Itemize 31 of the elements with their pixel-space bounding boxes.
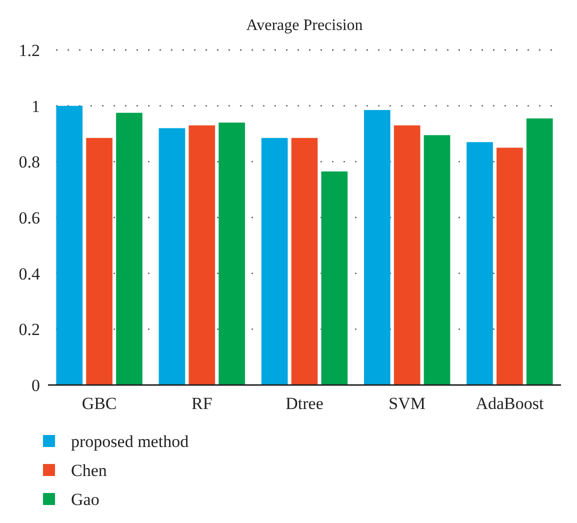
y-tick-label: 1 [32,96,40,116]
y-tick-label: 0.4 [18,264,40,284]
bar [321,171,348,385]
x-tick-label: GBC [82,394,117,413]
x-tick-label: AdaBoost [476,394,544,413]
y-tick-label: 0.2 [18,320,40,340]
bar [364,110,390,385]
x-tick-label: RF [192,394,212,413]
bar [116,112,142,385]
legend-label: Chen [71,460,108,480]
y-tick-label: 0.6 [18,208,40,228]
y-tick-label: 0 [32,376,40,395]
y-tick-label: 1.2 [18,40,40,60]
bar [158,128,186,385]
x-tick-label: Dtree [286,394,324,413]
legend-label: Gao [71,490,100,509]
bar [496,148,523,385]
y-tick-label: 0.8 [18,152,40,172]
bar [424,135,450,385]
bar [261,138,288,385]
chart-title: Average Precision [246,17,363,34]
bar [526,118,553,385]
bar [56,106,83,385]
legend-label: proposed method [71,432,190,451]
bar [394,125,420,385]
bar [466,142,493,385]
bar [188,125,216,385]
bar [291,138,318,385]
bar [86,138,112,385]
x-tick-label: SVM [388,394,426,413]
bar [218,122,245,385]
